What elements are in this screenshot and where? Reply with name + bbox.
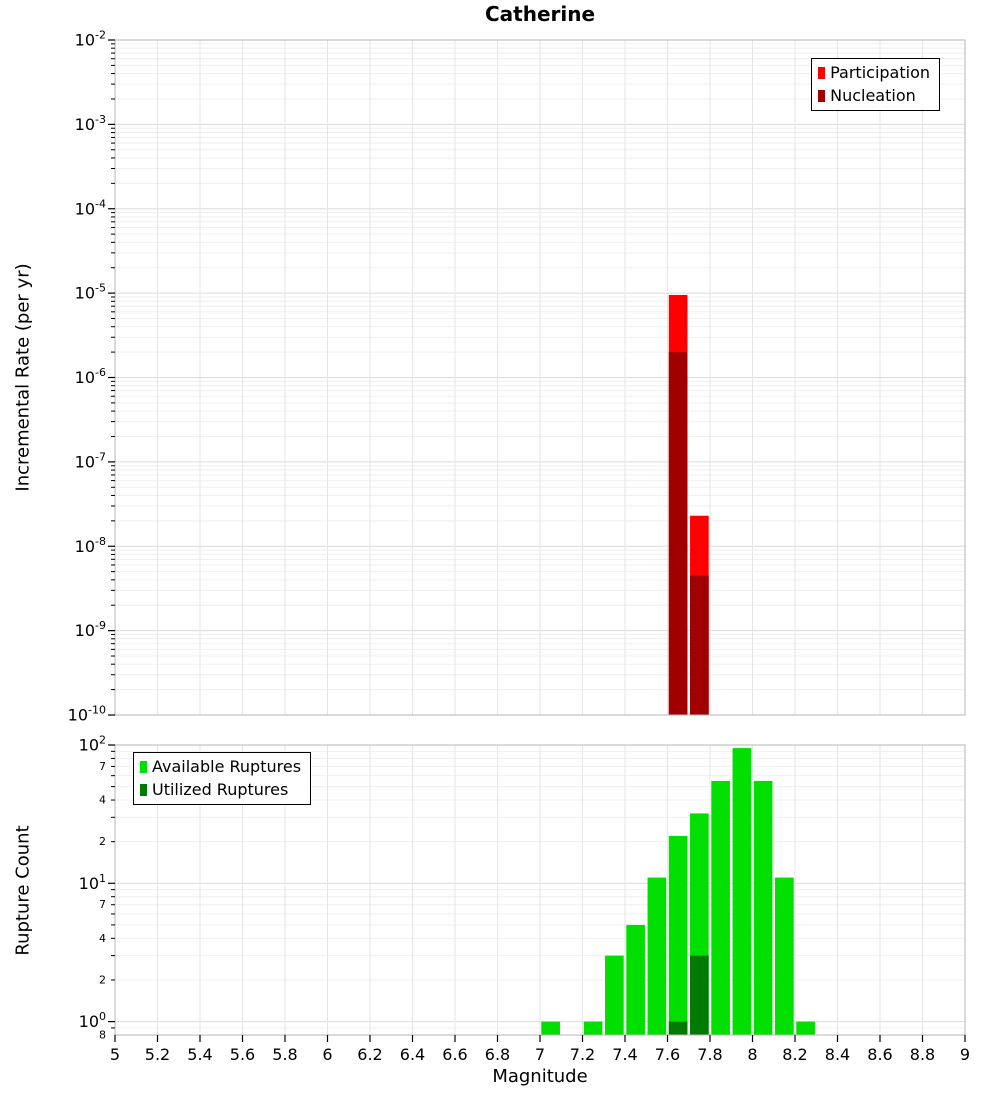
svg-text:9: 9 — [960, 1045, 970, 1064]
svg-text:10-8: 10-8 — [75, 535, 106, 556]
bottom-plot-bars — [541, 748, 815, 1035]
top-plot-axis: 10-2 10-3 10-4 10-5 10-6 10-7 10-8 10-9 10-10 — [68, 29, 115, 725]
top-plot: 10-2 10-3 10-4 10-5 10-6 10-7 10-8 10-9 10-10 — [68, 29, 966, 725]
svg-text:2: 2 — [99, 835, 106, 848]
svg-text:2: 2 — [99, 973, 106, 986]
legend-item-nucleation: Nucleation — [818, 86, 930, 106]
legend-label-nucleation: Nucleation — [830, 86, 916, 105]
nucleation-swatch-icon — [818, 90, 826, 102]
svg-text:10-6: 10-6 — [75, 366, 106, 387]
available-ruptures-swatch-icon — [140, 761, 147, 773]
svg-text:10-7: 10-7 — [75, 450, 106, 471]
svg-text:10-3: 10-3 — [75, 113, 106, 134]
svg-text:7: 7 — [99, 898, 106, 911]
svg-text:10-5: 10-5 — [75, 282, 106, 303]
svg-text:6.8: 6.8 — [485, 1045, 510, 1064]
svg-text:8: 8 — [747, 1045, 757, 1064]
svg-text:8.4: 8.4 — [825, 1045, 850, 1064]
svg-text:5: 5 — [110, 1045, 120, 1064]
top-y-axis-label-text: Incremental Rate (per yr) — [12, 263, 34, 492]
legend-item-participation: Participation — [818, 63, 930, 83]
bottom-y-axis-label: Rupture Count — [0, 745, 46, 1035]
svg-text:6.4: 6.4 — [400, 1045, 425, 1064]
svg-text:8: 8 — [99, 1029, 106, 1042]
svg-text:7.6: 7.6 — [655, 1045, 680, 1064]
svg-text:102: 102 — [79, 734, 106, 755]
svg-text:8.2: 8.2 — [782, 1045, 807, 1064]
svg-text:7: 7 — [99, 760, 106, 773]
bottom-plot-grid — [115, 744, 965, 1035]
svg-text:6: 6 — [322, 1045, 332, 1064]
svg-text:5.4: 5.4 — [187, 1045, 212, 1064]
svg-text:10-2: 10-2 — [75, 29, 106, 50]
svg-text:6.6: 6.6 — [442, 1045, 467, 1064]
svg-text:5.8: 5.8 — [272, 1045, 297, 1064]
legend-label-available-ruptures: Available Ruptures — [152, 757, 302, 776]
svg-text:8.6: 8.6 — [867, 1045, 892, 1064]
legend-label-utilized-ruptures: Utilized Ruptures — [152, 780, 289, 799]
svg-text:10-9: 10-9 — [75, 619, 106, 640]
svg-text:5.2: 5.2 — [145, 1045, 170, 1064]
legend-item-available-ruptures: Available Ruptures — [140, 757, 301, 777]
svg-text:7.4: 7.4 — [612, 1045, 637, 1064]
svg-text:10-4: 10-4 — [75, 197, 106, 218]
svg-text:7.2: 7.2 — [570, 1045, 595, 1064]
top-plot-bars — [668, 295, 709, 715]
svg-text:7: 7 — [535, 1045, 545, 1064]
svg-text:6.2: 6.2 — [357, 1045, 382, 1064]
utilized-ruptures-swatch-icon — [140, 784, 147, 796]
svg-text:5.6: 5.6 — [230, 1045, 255, 1064]
legend-label-participation: Participation — [830, 63, 930, 82]
legend-item-utilized-ruptures: Utilized Ruptures — [140, 780, 301, 800]
page-title: Catherine — [484, 2, 596, 26]
x-axis-label: Magnitude — [492, 1066, 588, 1087]
top-plot-grid — [115, 39, 965, 716]
participation-swatch-icon — [818, 67, 826, 79]
svg-text:4: 4 — [99, 794, 106, 807]
top-y-axis-label: Incremental Rate (per yr) — [0, 40, 46, 715]
svg-text:7.8: 7.8 — [697, 1045, 722, 1064]
svg-text:101: 101 — [79, 872, 106, 893]
svg-text:8.8: 8.8 — [910, 1045, 935, 1064]
svg-text:4: 4 — [99, 932, 106, 945]
svg-text:100: 100 — [79, 1010, 106, 1031]
bottom-legend: Available Ruptures Utilized Ruptures — [133, 752, 312, 805]
bottom-y-axis-label-text: Rupture Count — [12, 824, 34, 956]
top-legend: Participation Nucleation — [811, 58, 940, 111]
svg-text:10-10: 10-10 — [68, 704, 106, 725]
